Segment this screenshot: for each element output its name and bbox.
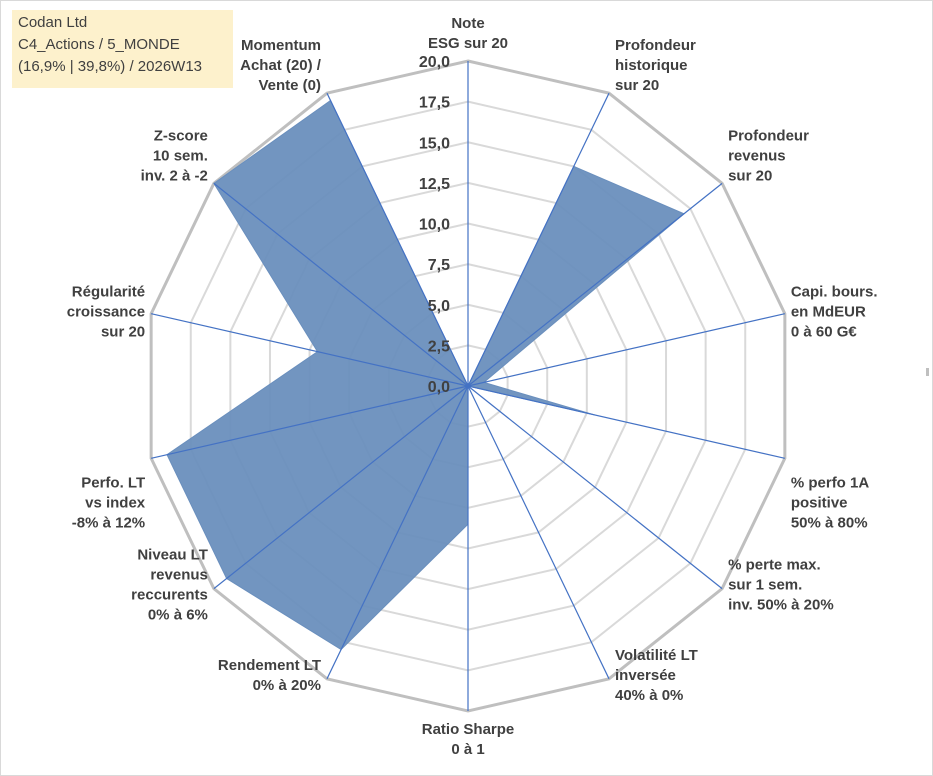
axis-label: Niveau LT revenus reccurents 0% à 6% (131, 547, 208, 624)
axis-label-line: 0% à 6% (148, 607, 208, 624)
axis-label-line: Profondeur (728, 127, 809, 144)
axis-label-line: Profondeur (615, 37, 696, 54)
tick-label: 5,0 (428, 298, 450, 315)
axis-label-line: 40% à 0% (615, 687, 683, 704)
axis-label-line: Niveau LT (137, 547, 208, 564)
axis-label-line: reccurents (131, 587, 208, 604)
tick-label: 17,5 (419, 95, 450, 112)
axis-label-line: positive (791, 494, 848, 511)
axis-label-line: 10 sem. (153, 147, 208, 164)
axis-label-line: Volatilité LT (615, 647, 698, 664)
tick-layer: 0,0 2,5 5,0 7,5 10,0 12,5 15,0 17,5 20,0 (419, 54, 450, 396)
axis-label-line: 0 à 60 G€ (791, 324, 858, 341)
axis-label-line: Rendement LT (218, 657, 321, 674)
axis-label: Momentum Achat (20) / Vente (0) (240, 37, 322, 94)
axis-label-line: revenus (150, 567, 208, 584)
axis-spoke (467, 182, 723, 387)
spoke-layer (151, 61, 785, 711)
axis-label-line: sur 20 (728, 167, 772, 184)
axis-label-line: ESG sur 20 (428, 35, 508, 52)
axis-label-line: sur 20 (615, 77, 659, 94)
axis-label-line: Régularité (72, 284, 145, 301)
axis-label: Z-score 10 sem. inv. 2 à -2 (141, 127, 208, 184)
tick-label: 0,0 (428, 379, 450, 396)
axis-label: Volatilité LT inversée 40% à 0% (615, 647, 698, 704)
axis-label-line: Achat (20) / (240, 57, 322, 74)
axis-spoke (151, 385, 469, 459)
axis-label-line: en MdEUR (791, 304, 866, 321)
axis-label-line: sur 1 sem. (728, 577, 802, 594)
tick-label: 10,0 (419, 217, 450, 234)
axis-label-line: 0% à 20% (253, 677, 321, 694)
tick-label: 12,5 (419, 176, 450, 193)
axis-label-line: Momentum (241, 37, 321, 54)
info-stats: (16,9% | 39,8%) / 2026W13 (18, 58, 202, 75)
axis-label: Profondeur historique sur 20 (615, 37, 696, 94)
tick-label: 7,5 (428, 257, 450, 274)
axis-spoke (467, 92, 610, 387)
info-box: Codan Ltd C4_Actions / 5_MONDE (16,9% | … (12, 10, 233, 88)
axis-spoke (467, 385, 610, 680)
axis-spoke (467, 313, 785, 387)
axis-label-line: sur 20 (101, 324, 145, 341)
axis-label-line: Vente (0) (258, 77, 321, 94)
axis-spoke (213, 385, 469, 590)
axis-label-line: Z-score (154, 127, 208, 144)
axis-spoke (213, 182, 469, 387)
axis-spoke (467, 385, 785, 459)
axis-label-line: revenus (728, 147, 786, 164)
axis-label-line: Note (451, 15, 484, 32)
tick-label: 20,0 (419, 54, 450, 71)
axis-label-line: inv. 50% à 20% (728, 597, 834, 614)
axis-label-line: -8% à 12% (72, 514, 145, 531)
axis-spoke (326, 385, 469, 680)
tick-label: 15,0 (419, 135, 450, 152)
axis-label-line: inv. 2 à -2 (141, 167, 208, 184)
axis-label: Profondeur revenus sur 20 (728, 127, 809, 184)
axis-label: Régularité croissance sur 20 (67, 284, 145, 341)
area-layer (166, 99, 685, 651)
axis-label-line: Perfo. LT (81, 474, 145, 491)
data-area (166, 99, 685, 651)
axis-label-line: % perfo 1A (791, 474, 870, 491)
info-category: C4_Actions / 5_MONDE (18, 36, 180, 53)
axis-label-line: vs index (85, 494, 146, 511)
tick-label: 2,5 (428, 338, 450, 355)
axis-label: % perte max. sur 1 sem. inv. 50% à 20% (728, 557, 834, 614)
axis-label-line: Capi. bours. (791, 284, 878, 301)
axis-label: Ratio Sharpe 0 à 1 (422, 721, 515, 758)
axis-label: Capi. bours. en MdEUR 0 à 60 G€ (791, 284, 878, 341)
axis-label-line: historique (615, 57, 688, 74)
axis-label-line: 50% à 80% (791, 514, 868, 531)
axis-label-line: inversée (615, 667, 676, 684)
axis-label-line: 0 à 1 (451, 741, 484, 758)
axis-spoke (467, 385, 723, 590)
axis-label: Perfo. LT vs index -8% à 12% (72, 474, 146, 531)
axis-spoke (151, 313, 469, 387)
axis-spoke (326, 92, 469, 387)
axis-label: Note ESG sur 20 (428, 15, 508, 52)
axis-label-line: Ratio Sharpe (422, 721, 515, 738)
info-company: Codan Ltd (18, 14, 88, 31)
axis-label-line: croissance (67, 304, 145, 321)
axis-label: Rendement LT 0% à 20% (218, 657, 321, 694)
label-layer: Note ESG sur 20 Profondeur historique sur 20… (67, 15, 878, 758)
axis-label: % perfo 1A positive 50% à 80% (791, 474, 870, 531)
scrollbar-marker[interactable] (926, 368, 929, 376)
axis-label-line: % perte max. (728, 557, 821, 574)
